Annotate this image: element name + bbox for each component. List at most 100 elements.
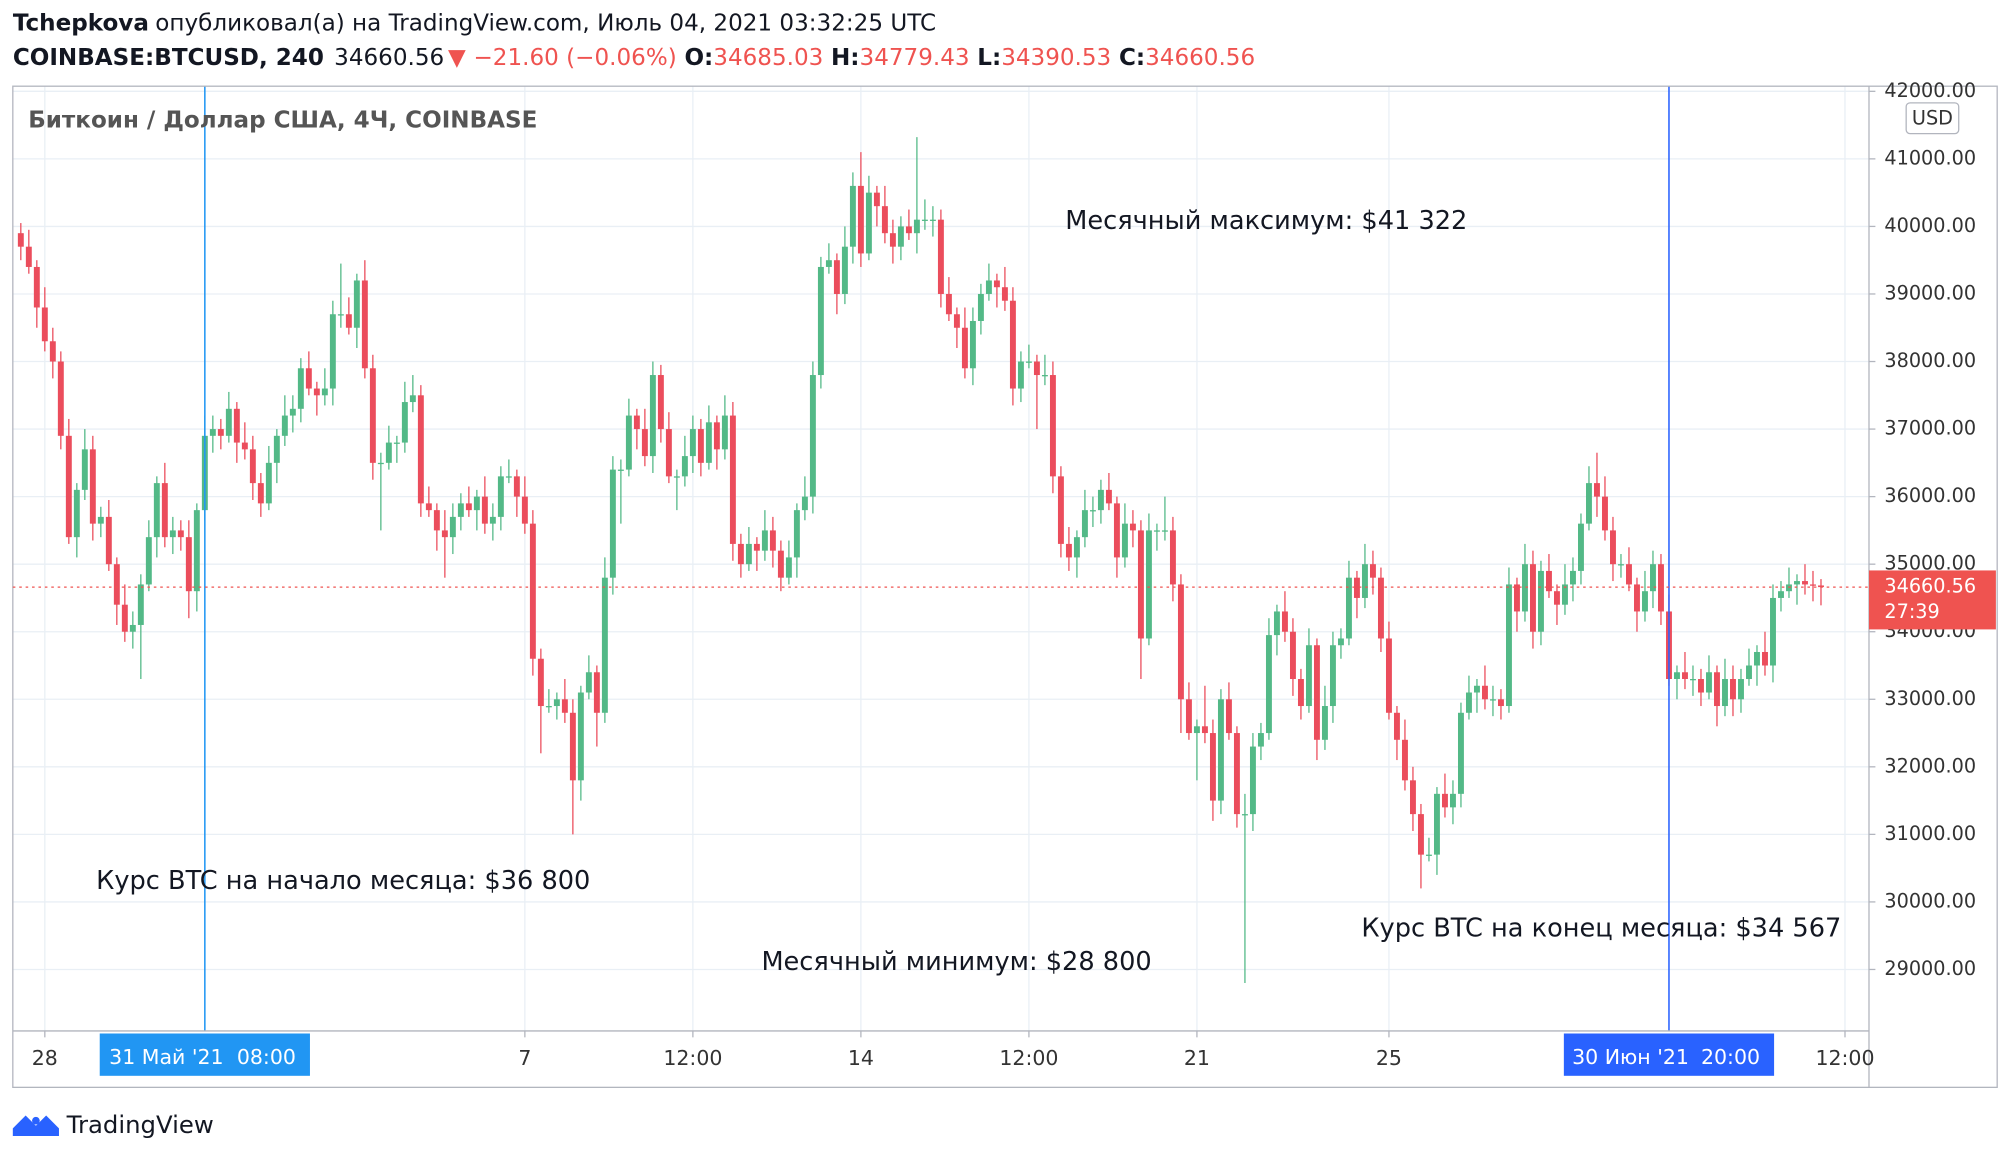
candle-body <box>1818 585 1824 588</box>
candle-body <box>673 476 680 478</box>
x-tick-label: 12:00 <box>1815 1046 1874 1070</box>
candle-body <box>1522 564 1528 612</box>
y-tick-label: 29000.00 <box>1884 957 1976 980</box>
candle-body <box>1169 530 1176 585</box>
candle-body <box>1746 665 1752 680</box>
published: опубликовал(а) на TradingView.com, Июль … <box>155 10 936 36</box>
candle-body <box>1201 726 1208 734</box>
currency-button[interactable] <box>1905 102 1960 135</box>
change-arrow: ▼ <box>448 44 466 70</box>
candle-body <box>425 503 432 511</box>
candle-body <box>793 510 800 558</box>
y-tick-label: 39000.00 <box>1884 281 1976 304</box>
candle-body <box>1722 679 1728 707</box>
candle-body <box>1385 638 1392 713</box>
candle-body <box>1497 699 1504 707</box>
candle-body <box>1602 496 1608 531</box>
candle-body <box>409 395 416 403</box>
candle-body <box>1137 530 1144 639</box>
candle-body <box>1698 679 1704 693</box>
candle-body <box>1185 699 1192 734</box>
header-line-1: Tchepkova опубликовал(а) на TradingView.c… <box>13 10 936 36</box>
candle-body <box>713 422 720 450</box>
candle-body <box>81 449 88 490</box>
candle-body <box>1305 645 1312 707</box>
candle-body <box>169 530 176 538</box>
logo-dot <box>32 1116 40 1125</box>
candle-body <box>1562 584 1568 605</box>
candle-body <box>1273 611 1280 636</box>
annotation: Курс BTC на конец месяца: $34 567 <box>1361 914 1841 944</box>
candle-body <box>569 712 576 781</box>
candle-body <box>465 503 472 511</box>
candle-body <box>609 469 616 578</box>
candle-body <box>1009 300 1016 389</box>
candle-body <box>801 496 808 511</box>
candle-body <box>985 280 992 294</box>
x-tick-label: 12:00 <box>663 1046 722 1070</box>
candle-body <box>49 341 56 362</box>
candle-body <box>825 260 832 267</box>
candle-body <box>297 368 304 409</box>
candle-body <box>1057 476 1064 544</box>
author: Tchepkova <box>13 10 149 36</box>
countdown: 27:39 <box>1884 600 1939 623</box>
candle-body <box>505 476 512 478</box>
candle-body <box>441 530 448 538</box>
candle-body <box>1193 726 1200 734</box>
candle-body <box>33 266 40 308</box>
candle-body <box>1802 581 1808 585</box>
candle-body <box>1626 564 1632 585</box>
candle-body <box>1425 854 1432 856</box>
legend-title: Биткоин / Доллар США, 4Ч, COINBASE <box>28 107 537 133</box>
candle-body <box>1794 581 1800 585</box>
candle-body <box>625 415 632 470</box>
candle-body <box>945 293 952 315</box>
candle-body <box>193 510 200 592</box>
candle-body <box>1778 591 1784 598</box>
candle-body <box>305 368 312 389</box>
candle-body <box>1265 635 1272 734</box>
candle-body <box>1217 699 1224 801</box>
candle-body <box>473 496 480 511</box>
candle-body <box>1489 699 1496 701</box>
candle-body <box>1353 577 1360 598</box>
candle-body <box>377 462 384 465</box>
candle-body <box>665 429 672 477</box>
last-price-box <box>1868 570 1996 630</box>
candle-body <box>1361 564 1368 598</box>
candle-body <box>921 219 928 221</box>
candle-body <box>897 226 904 247</box>
candle-body <box>841 246 848 294</box>
last-price-label: 34660.56 <box>1884 575 1976 598</box>
candle-body <box>649 375 656 457</box>
high-value: 34779.43 <box>860 44 970 70</box>
y-tick-label: 38000.00 <box>1884 349 1976 372</box>
candle-body <box>1073 537 1080 558</box>
candle-body <box>1634 584 1640 612</box>
candle-body <box>1369 564 1376 578</box>
candle-body <box>393 442 400 444</box>
header-line-2: COINBASE:BTCUSD, 240 34660.56 ▼ −21.60 (−0.… <box>13 44 1255 70</box>
close-value: 34660.56 <box>1145 44 1255 70</box>
candle-body <box>1321 706 1328 740</box>
marker-date: 30 Июн '21 <box>1572 1045 1689 1069</box>
candle-body <box>1810 584 1816 586</box>
candle-body <box>417 395 424 504</box>
last-price: 34660.56 <box>334 44 444 70</box>
candle-body <box>1433 793 1440 855</box>
candle-body <box>1233 733 1240 815</box>
x-tick-label: 28 <box>32 1046 58 1070</box>
candle-body <box>1658 564 1664 612</box>
candle-body <box>1554 591 1560 605</box>
brand: TradingView <box>66 1110 214 1139</box>
candle-body <box>753 543 760 551</box>
candle-body <box>345 314 352 328</box>
candle-body <box>457 503 464 517</box>
candle-body <box>761 530 768 551</box>
candle-body <box>553 699 560 707</box>
candle-body <box>1033 361 1040 376</box>
candle-body <box>729 415 736 544</box>
